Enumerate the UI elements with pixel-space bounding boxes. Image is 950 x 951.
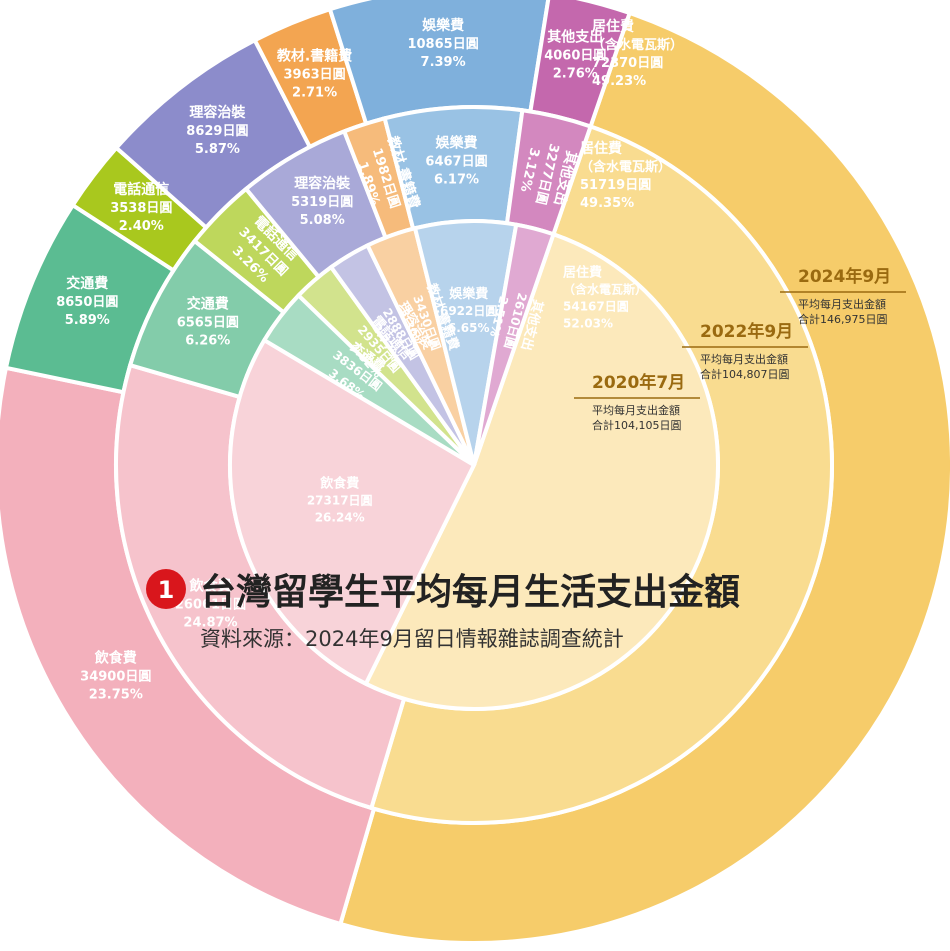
year-label: 2022年9月 [700,321,793,342]
label-line-2: 5.08% [300,213,345,228]
label-line-0: 交通費 [187,296,229,313]
slice-labels-group: 居住費（含水電瓦斯）72370日圓49.23%飲食費34900日圓23.75%交… [56,17,683,702]
label-line-1: （含水電瓦斯） [563,282,647,297]
label-line-2: 2.71% [292,86,337,101]
label-line-1: 4060日圓 [544,49,606,64]
label-2024年9月-housing: 居住費 （含水電瓦斯） 72370日圓 49.23% [592,18,683,89]
label-line-2: 5.87% [195,142,240,157]
label-line-1: 6922日圓 [440,303,497,318]
label-line-1: 10865日圓 [407,37,478,52]
label-line-0: 飲食費 [189,578,232,595]
label-2024年9月-other: 其他支出 4060日圓 2.76% [544,29,606,82]
label-line-2: 6.65% [448,321,490,335]
label-line-0: 娛樂費 [435,135,478,152]
year-total: 合計146,975日圓 [798,312,888,326]
label-line-1: 6467日圓 [425,155,487,170]
slice-2020年7月-housing [363,231,720,711]
label-line-0: 教材.書籍費 [277,48,352,65]
label-line-0: 飲食費 [319,476,359,492]
chart-title: 台灣留學生平均每月生活支出金額 [200,571,740,613]
label-line-2: 23.75% [89,687,143,702]
year-total: 合計104,105日圓 [592,418,682,432]
label-line-0: 居住費 [580,140,622,157]
label-line-0: 居住費 [592,18,634,35]
chart-source: 資料來源：2024年9月留日情報雜誌調查統計 [200,627,624,651]
label-line-0: 理容治裝 [294,175,351,192]
label-line-2: 7.39% [421,55,466,70]
label-line-1: 34900日圓 [80,669,151,684]
label-line-3: 52.03% [563,317,613,331]
label-line-1: 6565日圓 [177,316,239,331]
label-line-0: 交通費 [66,275,108,292]
label-2024年9月-phone: 電話通信 3538日圓 2.40% [110,181,172,234]
label-line-0: 其他支出 [547,29,603,46]
label-line-1: 26061日圓 [175,598,246,613]
label-line-2: 54167日圓 [563,299,629,314]
label-2022年9月-transport: 交通費 6565日圓 6.26% [177,296,239,349]
slice-2020年7月-food [228,337,477,687]
label-2024年9月-transport: 交通費 8650日圓 5.89% [56,275,118,328]
year-subtitle: 平均每月支出金額 [700,352,788,366]
label-line-1: 3538日圓 [110,201,172,216]
label-line-2: 2.76% [553,67,598,82]
label-line-2: 26.24% [315,511,365,525]
title-badge [146,569,186,609]
label-line-0: 電話通信 [113,181,169,198]
label-2022年9月-housing: 居住費 （含水電瓦斯） 51719日圓 49.35% [580,140,671,211]
label-line-2: 2.40% [119,219,164,234]
label-2024年9月-books: 教材.書籍費 3963日圓 2.71% [277,48,352,101]
label-line-2: 6.17% [434,173,479,188]
year-labels-group: 2024年9月平均每月支出金額合計146,975日圓2022年9月平均每月支出金… [574,266,906,432]
label-line-2: 6.26% [185,334,230,349]
label-line-3: 49.23% [592,74,646,89]
label-line-1: 5319日圓 [291,195,353,210]
label-line-1: （含水電瓦斯） [580,159,671,175]
year-subtitle: 平均每月支出金額 [798,297,886,311]
label-line-1: 3963日圓 [284,68,346,83]
label-line-1: 8629日圓 [186,124,248,139]
label-2024年9月-food: 飲食費 34900日圓 23.75% [80,649,151,702]
label-2022年9月-grooming: 理容治裝 5319日圓 5.08% [291,175,353,228]
label-2024年9月-grooming: 理容治裝 8629日圓 5.87% [186,104,248,157]
chart-title-group: 1 台灣留學生平均每月生活支出金額 資料來源：2024年9月留日情報雜誌調查統計 [146,569,740,651]
label-line-2: 5.89% [65,313,110,328]
label-line-1: 8650日圓 [56,295,118,310]
label-2022年9月-food: 飲食費 26061日圓 24.87% [175,578,246,631]
slice-2020年7月-other [472,222,556,466]
label-line-0: 娛樂費 [448,286,488,302]
label-line-1: 27317日圓 [307,493,373,508]
label-line-1: （含水電瓦斯） [592,37,683,53]
label-2022年9月-leisure: 娛樂費 6467日圓 6.17% [425,135,487,188]
label-line-0: 居住費 [563,265,602,281]
label-2024年9月-leisure: 娛樂費 10865日圓 7.39% [407,17,478,70]
label-line-2: 51719日圓 [580,178,651,193]
title-badge-number: 1 [158,576,175,604]
label-line-0: 理容治裝 [189,104,246,121]
year-total: 合計104,807日圓 [700,367,790,381]
year-subtitle: 平均每月支出金額 [592,403,680,417]
label-line-0: 娛樂費 [421,17,464,34]
label-line-2: 72370日圓 [592,56,663,71]
label-2020年7月-housing: 居住費（含水電瓦斯） 54167日圓 52.03% [563,265,647,331]
label-line-3: 49.35% [580,196,634,211]
year-label: 2024年9月 [798,266,891,287]
year-label: 2020年7月 [592,372,685,393]
label-line-0: 飲食費 [94,649,137,666]
label-line-2: 24.87% [183,616,237,631]
